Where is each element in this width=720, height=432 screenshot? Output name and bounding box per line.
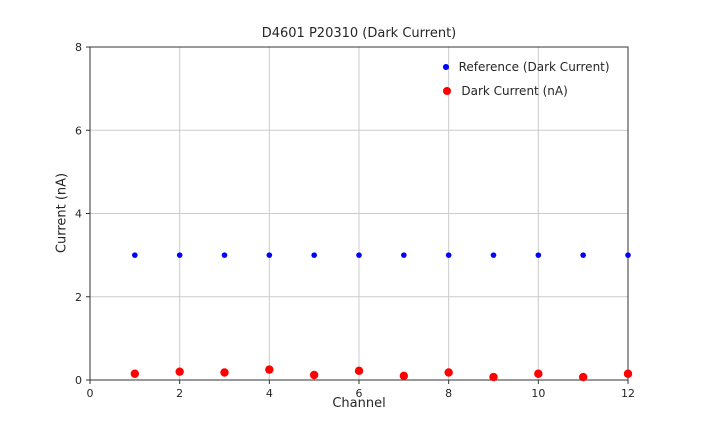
data-point — [623, 369, 633, 378]
data-point — [444, 368, 453, 377]
data-point — [489, 372, 498, 382]
legend-row: Dark Current (nA) — [443, 82, 610, 100]
data-point — [401, 252, 407, 258]
y-tick-label: 4 — [75, 208, 82, 221]
data-point — [132, 252, 138, 258]
y-tick-label: 0 — [75, 374, 82, 387]
x-tick-label: 0 — [87, 387, 94, 400]
data-point — [445, 252, 452, 258]
data-point — [309, 370, 319, 380]
data-point — [399, 371, 409, 381]
chart-title: D4601 P20310 (Dark Current) — [261, 26, 457, 41]
x-tick-label: 10 — [531, 387, 545, 400]
data-point — [265, 365, 274, 374]
legend-label: Reference (Dark Current) — [458, 60, 610, 74]
x-tick-label: 8 — [445, 387, 452, 400]
legend-row: Reference (Dark Current) — [443, 58, 610, 76]
reference-series-marker-icon — [443, 64, 449, 70]
data-point — [580, 252, 586, 258]
data-point — [534, 369, 543, 378]
data-point — [354, 366, 364, 376]
y-tick-label: 2 — [75, 291, 82, 304]
data-point — [130, 369, 140, 378]
y-tick-label: 6 — [75, 124, 82, 137]
x-tick-label: 12 — [621, 387, 635, 400]
x-axis-label: Channel — [332, 396, 386, 411]
data-point — [175, 367, 184, 376]
data-point — [490, 252, 497, 258]
data-point — [220, 368, 229, 377]
data-point — [535, 252, 542, 258]
x-tick-label: 6 — [356, 387, 363, 400]
data-point — [578, 372, 588, 382]
data-point — [266, 252, 273, 258]
data-point — [311, 252, 317, 258]
data-point — [176, 252, 183, 258]
x-tick-label: 4 — [266, 387, 273, 400]
x-tick-label: 2 — [176, 387, 183, 400]
data-point — [221, 252, 228, 258]
legend-label: Dark Current (nA) — [461, 84, 568, 98]
legend: Reference (Dark Current) Dark Current (n… — [443, 58, 610, 100]
data-point — [625, 252, 631, 258]
y-tick-label: 8 — [75, 41, 82, 54]
data-point — [356, 252, 362, 258]
dark-current-series-marker-icon — [443, 86, 452, 96]
